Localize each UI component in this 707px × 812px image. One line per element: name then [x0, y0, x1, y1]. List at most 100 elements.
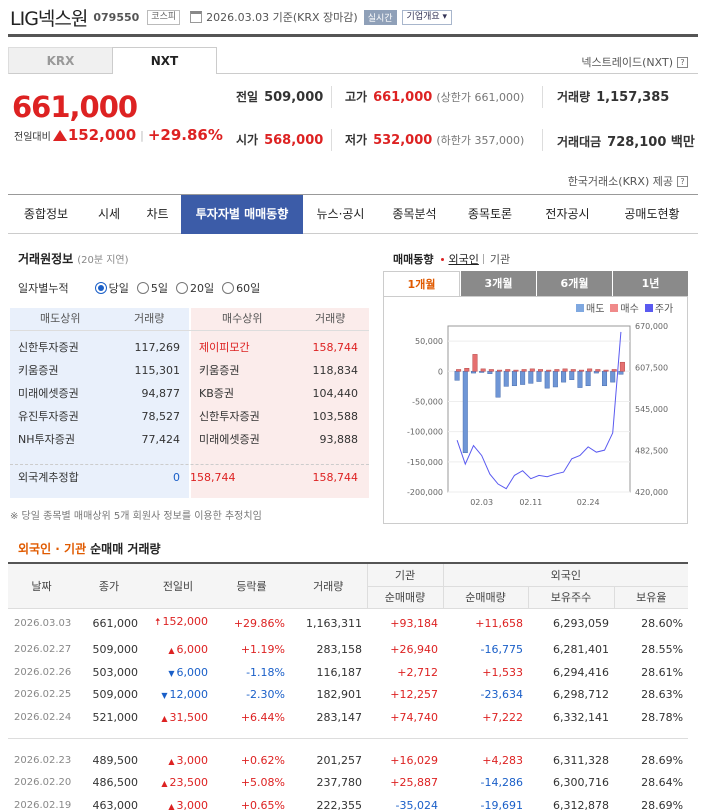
cell-ratio: 28.69%: [641, 798, 684, 812]
th-institution: 기관: [366, 564, 443, 587]
realtime-badge[interactable]: 실시간: [363, 9, 397, 25]
broker-title-text: 거래원정보: [18, 252, 74, 266]
period-label: 일자별누적: [18, 282, 69, 295]
cell-inst: +2,712: [397, 665, 438, 679]
cell-inst: +26,940: [390, 642, 438, 656]
stock-header: LIG넥스원 079550 코스피 2026.03.03 기준(KRX 장마감)…: [10, 6, 453, 30]
legend-buy: 매수: [610, 300, 639, 315]
tab-3m[interactable]: 3개월: [460, 271, 536, 296]
cell-volume: 237,780: [316, 776, 363, 790]
summary-prev: 전일 509,000: [236, 88, 323, 105]
nav-investor-trend[interactable]: 투자자별 매매동향: [181, 195, 303, 234]
divider: [10, 330, 369, 331]
nav-quotes[interactable]: 시세: [97, 207, 121, 221]
y-tick-label: 50,000: [415, 337, 443, 346]
sell-bar: [528, 371, 534, 384]
cell-hold: 6,293,059: [553, 616, 609, 630]
cell-date: 2026.02.24: [14, 711, 72, 723]
cell-diff: 152,000: [143, 608, 213, 638]
radio-60d[interactable]: 60일: [222, 280, 260, 296]
buy-vol: 104,440: [312, 387, 359, 400]
net-title-b: 순매매 거래량: [90, 542, 161, 556]
sell-column: [10, 308, 189, 498]
nav-news[interactable]: 뉴스·공시: [316, 207, 365, 221]
sell-vol: 117,269: [134, 341, 181, 354]
cell-rate: -1.18%: [246, 665, 285, 679]
cell-close: 503,000: [92, 665, 139, 679]
stock-name: LIG넥스원: [10, 7, 88, 30]
nav-short-selling[interactable]: 공매도현황: [624, 207, 680, 221]
cell-hold: 6,281,401: [553, 642, 609, 656]
cell-hold: 6,332,141: [553, 710, 609, 724]
low-label: 저가: [345, 133, 368, 147]
row-gap: [8, 739, 688, 749]
sell-bar: [487, 371, 493, 374]
tab-1m[interactable]: 1개월: [383, 271, 460, 296]
cell-close: 486,500: [92, 776, 139, 790]
buy-broker: 신한투자증권: [199, 410, 260, 423]
nav-chart[interactable]: 차트: [146, 207, 169, 221]
up-arrow-icon: [52, 129, 67, 141]
cell-inst: +25,887: [390, 776, 438, 790]
cell-ratio: 28.61%: [641, 665, 684, 679]
sell-bar: [495, 371, 501, 398]
tab-1y[interactable]: 1년: [612, 271, 688, 296]
buy-broker: 키움증권: [199, 364, 240, 377]
cell-date: 2026.02.27: [14, 643, 72, 655]
tab-nxt[interactable]: NXT: [112, 47, 217, 74]
cell-hold: 6,298,712: [553, 688, 609, 702]
cell-diff: 12,000: [143, 683, 213, 706]
summary-high: 고가 661,000 (상한가 661,000): [345, 88, 524, 105]
high-label: 고가: [345, 90, 368, 104]
nav-analysis[interactable]: 종목분석: [392, 207, 437, 221]
cell-inst: +93,184: [390, 616, 438, 630]
radio-5d[interactable]: 5일: [136, 280, 168, 296]
buy-bar: [513, 369, 519, 372]
nav-overview[interactable]: 종합정보: [23, 207, 69, 221]
cell-close: 509,000: [92, 688, 139, 702]
table-row: 2026.02.24 521,000 31,500 +6.44% 283,147 +74,…: [8, 706, 688, 729]
radio-20d[interactable]: 20일: [175, 280, 214, 296]
open-label: 시가: [236, 133, 259, 147]
trend-title: 매매동향 외국인 기관: [393, 251, 510, 267]
y2-tick-label: 545,000: [635, 405, 668, 414]
table-row: 2026.02.19 463,000 3,000 +0.65% 222,355 -35,0…: [8, 794, 688, 812]
trend-chart: 50,000 0 -50,000 -100,000 -150,000 -200,000 67…: [407, 322, 668, 507]
link-institution[interactable]: 기관: [489, 253, 511, 266]
th-volume: 거래량: [290, 564, 367, 609]
tab-6m[interactable]: 6개월: [536, 271, 612, 296]
krx-provider-label: 한국거래소(KRX) 제공: [567, 175, 673, 188]
cell-frgn: +4,283: [482, 753, 523, 767]
help-icon[interactable]: ?: [677, 175, 688, 187]
cell-frgn: +7,222: [482, 710, 523, 724]
cell-hold: 6,311,328: [553, 753, 609, 767]
head-buy-vol: 거래량: [315, 312, 346, 325]
change-value: 152,000: [67, 126, 137, 144]
nav-discussion[interactable]: 종목토론: [467, 207, 513, 221]
tab-krx[interactable]: KRX: [8, 47, 113, 74]
cell-inst: -35,024: [395, 798, 438, 812]
radio-today[interactable]: 당일: [94, 280, 129, 296]
buy-bar: [570, 369, 576, 372]
table-row: 2026.02.25 509,000 12,000 -2.30% 182,901 +12,…: [8, 683, 688, 706]
cell-volume: 1,163,311: [306, 616, 362, 630]
nxt-link[interactable]: 넥스트레이드(NXT)?: [581, 54, 688, 70]
cell-rate: +0.62%: [240, 753, 285, 767]
sell-bar: [602, 371, 608, 387]
nav-disclosure[interactable]: 전자공시: [545, 207, 590, 221]
base-date: 2026.03.03 기준(KRX 장마감): [206, 11, 358, 24]
help-icon[interactable]: ?: [677, 56, 688, 68]
buy-bar: [578, 369, 584, 372]
table-row: 2026.02.27 509,000 6,000 +1.19% 283,158 +26,9…: [8, 638, 688, 661]
sell-bar: [618, 371, 624, 375]
head-sell: 매도상위: [40, 312, 81, 325]
buy-bar: [505, 369, 511, 372]
th-date: 날짜: [8, 564, 75, 609]
legend-price: 주가: [644, 300, 673, 315]
cell-ratio: 28.69%: [641, 753, 684, 767]
company-info-dropdown[interactable]: 기업개요 ▾: [401, 9, 453, 25]
change-label: 전일대비: [14, 131, 51, 143]
link-foreign[interactable]: 외국인: [448, 253, 479, 266]
cell-date: 2026.02.19: [14, 799, 72, 811]
company-info-label: 기업개요: [406, 11, 440, 22]
